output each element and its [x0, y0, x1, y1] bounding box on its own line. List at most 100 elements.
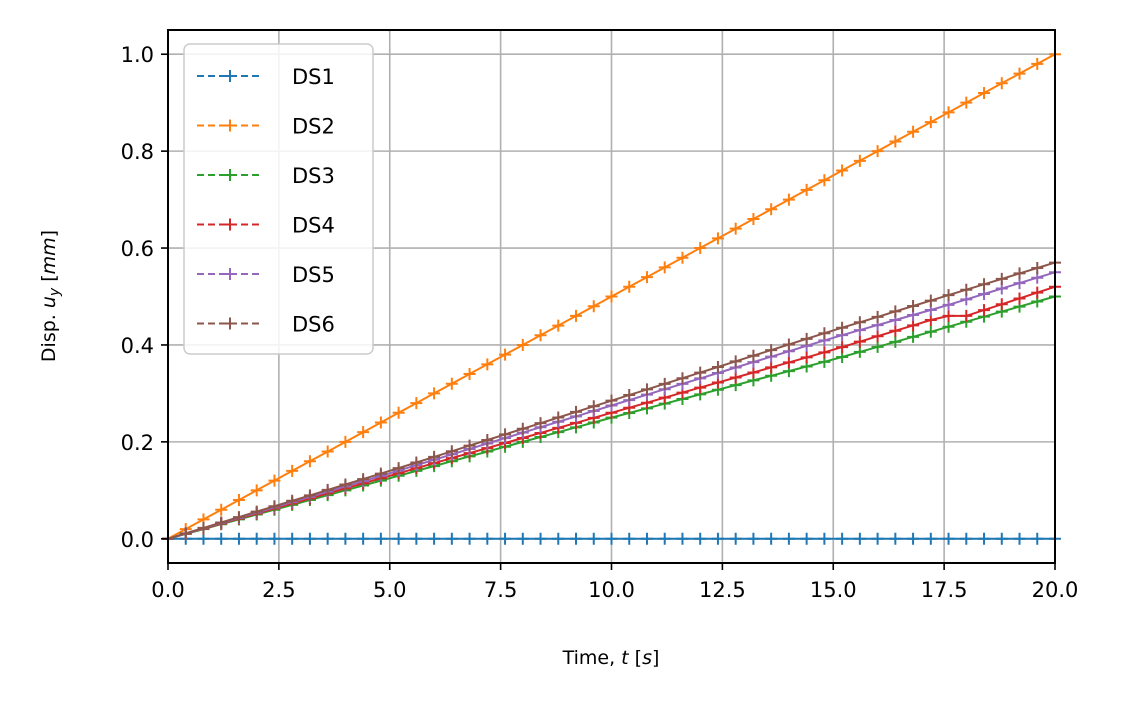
data-point — [800, 351, 813, 364]
data-point — [747, 366, 760, 379]
data-point — [481, 358, 494, 371]
data-point — [552, 319, 565, 332]
legend-box — [183, 43, 374, 355]
data-point — [250, 532, 263, 545]
data-point — [339, 478, 352, 491]
data-point — [960, 532, 973, 545]
data-point — [960, 309, 973, 322]
data-point — [836, 341, 849, 354]
ticks: 0.0 2.5 5.0 7.5 10.0 12.5 15.0 17.5 20.0 0.0 0.2 0.… — [121, 43, 1079, 602]
data-point — [1013, 532, 1026, 545]
data-point — [658, 532, 671, 545]
data-point — [800, 332, 813, 345]
data-point — [640, 532, 653, 545]
data-point — [392, 532, 405, 545]
data-point — [552, 532, 565, 545]
data-point — [587, 400, 600, 413]
data-point — [516, 532, 529, 545]
data-point — [303, 532, 316, 545]
legend-marker — [224, 218, 236, 231]
data-point — [374, 416, 387, 429]
data-point — [445, 532, 458, 545]
data-point — [339, 435, 352, 448]
data-point — [463, 368, 476, 381]
data-point — [215, 532, 228, 545]
data-point — [818, 532, 831, 545]
data-point — [676, 372, 689, 385]
data-point — [215, 516, 228, 529]
data-point — [978, 86, 991, 99]
data-point — [747, 212, 760, 225]
data-point — [321, 445, 334, 458]
data-point — [853, 345, 866, 358]
data-point — [268, 474, 281, 487]
data-point — [818, 174, 831, 187]
data-point — [853, 154, 866, 167]
data-point — [729, 532, 742, 545]
legend-label: DS4 — [292, 214, 335, 238]
x-tick-label: 15.0 — [810, 578, 857, 602]
data-point — [1031, 532, 1044, 545]
data-point — [747, 349, 760, 362]
data-point — [481, 434, 494, 447]
data-point — [782, 356, 795, 369]
data-point — [818, 327, 831, 340]
data-point — [924, 116, 937, 129]
data-point — [623, 532, 636, 545]
data-point — [978, 304, 991, 317]
data-point — [410, 456, 423, 469]
data-point — [374, 467, 387, 480]
data-point — [711, 232, 724, 245]
data-point — [889, 532, 902, 545]
x-tick-label: 0.0 — [151, 578, 184, 602]
x-tick-label: 7.5 — [484, 578, 517, 602]
data-point — [268, 532, 281, 545]
data-point — [410, 532, 423, 545]
data-point — [197, 521, 210, 534]
data-point — [570, 532, 583, 545]
data-point — [250, 484, 263, 497]
data-point — [978, 278, 991, 291]
x-tick-label: 5.0 — [373, 578, 406, 602]
data-point — [871, 340, 884, 353]
data-point — [640, 383, 653, 396]
data-point — [605, 394, 618, 407]
data-point — [836, 164, 849, 177]
data-point — [889, 305, 902, 318]
data-point — [392, 406, 405, 419]
data-point — [711, 360, 724, 373]
data-point — [729, 355, 742, 368]
data-point — [960, 96, 973, 109]
data-point — [570, 309, 583, 322]
data-point — [818, 346, 831, 359]
legend-label: DS5 — [292, 263, 335, 287]
data-point — [428, 450, 441, 463]
data-point — [428, 387, 441, 400]
data-point — [676, 532, 689, 545]
data-point — [357, 426, 370, 439]
data-point — [499, 348, 512, 361]
legend-marker — [224, 268, 236, 280]
data-point — [942, 289, 955, 302]
data-point — [392, 462, 405, 475]
legend-marker — [224, 169, 236, 181]
y-tick-label: 0.0 — [121, 528, 154, 552]
data-point — [960, 283, 973, 296]
data-point — [907, 299, 920, 312]
legend: DS1 DS2 DS3 DS4 DS5 DS6 — [183, 43, 374, 355]
data-point — [516, 338, 529, 351]
data-point — [889, 135, 902, 148]
data-point — [995, 532, 1008, 545]
legend-item-ds1: DS1 — [197, 65, 335, 89]
y-tick-label: 1.0 — [121, 43, 154, 67]
y-tick-label: 0.8 — [121, 140, 154, 164]
data-point — [357, 473, 370, 486]
data-point — [836, 532, 849, 545]
data-point — [516, 422, 529, 435]
data-point — [942, 309, 955, 322]
legend-marker — [224, 119, 236, 132]
legend-item-ds6: DS6 — [197, 313, 335, 337]
data-point — [587, 300, 600, 313]
data-point — [1013, 67, 1026, 80]
